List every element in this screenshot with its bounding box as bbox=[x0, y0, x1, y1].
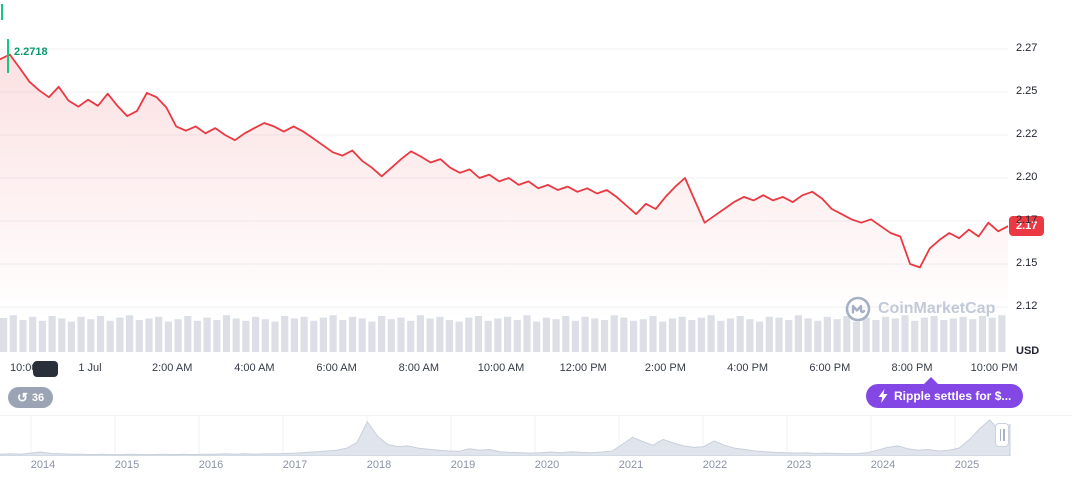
navigator-year-label: 2019 bbox=[450, 459, 476, 471]
range-navigator[interactable] bbox=[0, 415, 1072, 456]
navigator-year-label: 2020 bbox=[534, 459, 560, 471]
y-axis: 2.17 USD 2.27 2.25 2.22 2.20 2.17 2.15 2.12 bbox=[1008, 0, 1072, 362]
navigator-year-label: 2025 bbox=[954, 459, 980, 471]
x-axis-label: 8:00 PM bbox=[891, 362, 933, 374]
time-tooltip bbox=[33, 361, 58, 377]
x-axis-label: 10:00 PM bbox=[970, 362, 1018, 374]
x-axis: 10:00 1 Jul 2:00 AM 4:00 AM 6:00 AM 8:00 AM 10… bbox=[0, 362, 1018, 378]
y-axis-label: 2.17 bbox=[1016, 214, 1038, 226]
x-axis-label: 10:00 bbox=[10, 362, 38, 374]
x-axis-label: 2:00 AM bbox=[152, 362, 193, 374]
x-axis-label: 4:00 PM bbox=[727, 362, 769, 374]
navigator-year-label: 2015 bbox=[114, 459, 140, 471]
navigator-year-label: 2023 bbox=[786, 459, 812, 471]
session-open-marker bbox=[7, 39, 9, 73]
navigator-year-label: 2018 bbox=[366, 459, 392, 471]
y-axis-label: 2.20 bbox=[1016, 171, 1038, 183]
navigator-chart[interactable] bbox=[0, 416, 1072, 456]
navigator-handle[interactable] bbox=[995, 423, 1009, 447]
x-axis-label: 10:00 AM bbox=[477, 362, 525, 374]
y-axis-label: 2.15 bbox=[1016, 257, 1038, 269]
news-badge[interactable]: Ripple settles for $... bbox=[866, 377, 1024, 408]
x-axis-label: 12:00 PM bbox=[559, 362, 607, 374]
news-badge-pointer bbox=[924, 377, 938, 384]
history-badge[interactable]: ↺ 36 bbox=[8, 387, 54, 408]
lightning-icon bbox=[878, 389, 888, 403]
y-axis-label: 2.12 bbox=[1016, 300, 1038, 312]
navigator-year-label: 2022 bbox=[702, 459, 728, 471]
navigator-years: 2014 2015 2016 2017 2018 2019 2020 2021 2022 2023… bbox=[0, 459, 1072, 473]
coinmarketcap-watermark: CoinMarketCap bbox=[845, 296, 995, 322]
x-axis-label: 8:00 AM bbox=[398, 362, 439, 374]
current-price-badge: 2.17 bbox=[1009, 216, 1045, 237]
navigator-year-label: 2014 bbox=[30, 459, 56, 471]
navigator-year-label: 2017 bbox=[282, 459, 308, 471]
watermark-text: CoinMarketCap bbox=[878, 300, 996, 317]
history-icon: ↺ bbox=[17, 390, 28, 405]
navigator-year-label: 2021 bbox=[618, 459, 644, 471]
navigator-year-label: 2024 bbox=[870, 459, 896, 471]
news-badge-label: Ripple settles for $... bbox=[894, 389, 1012, 403]
x-axis-label: 4:00 AM bbox=[234, 362, 275, 374]
history-count: 36 bbox=[31, 391, 45, 404]
x-axis-label: 6:00 PM bbox=[809, 362, 851, 374]
x-axis-label: 6:00 AM bbox=[316, 362, 357, 374]
y-axis-label: 2.22 bbox=[1016, 128, 1038, 140]
prev-close-tick bbox=[1, 4, 3, 20]
price-volume-chart[interactable] bbox=[0, 0, 1008, 352]
y-axis-label: 2.27 bbox=[1016, 42, 1038, 54]
open-price-label: 2.2718 bbox=[14, 46, 48, 58]
x-axis-label: 2:00 PM bbox=[644, 362, 686, 374]
y-axis-label: 2.25 bbox=[1016, 85, 1038, 97]
currency-label: USD bbox=[1016, 345, 1040, 357]
navigator-year-label: 2016 bbox=[198, 459, 224, 471]
x-axis-label: 1 Jul bbox=[78, 362, 102, 374]
cmc-logo-icon bbox=[845, 296, 871, 322]
